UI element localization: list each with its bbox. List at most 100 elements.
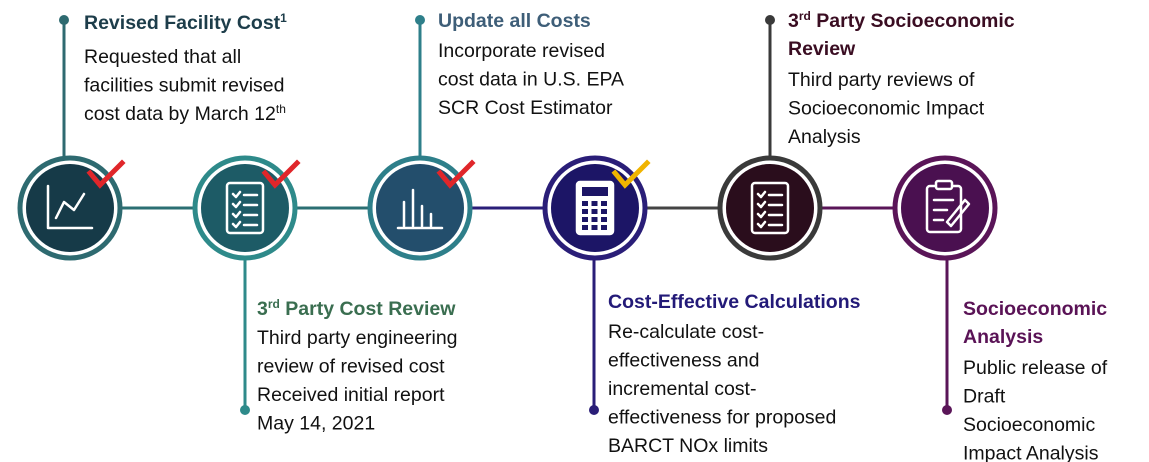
step-text: facilities submit revised [84,75,284,97]
stem-dot [589,405,599,415]
calculator-key [601,217,607,222]
icon [925,179,971,234]
icon [575,180,615,236]
calculator-key [591,209,598,214]
step-title: Socioeconomic [963,298,1107,320]
text-run: Party Cost Review [280,298,456,320]
step-text: May 14, 2021 [257,413,375,435]
chart-icon [46,184,94,230]
calculator-key [591,217,598,222]
text-run: Party Socioeconomic [811,10,1015,32]
text-run: effectiveness for proposed [608,407,836,429]
checklist-row [756,220,784,229]
step-title: Analysis [963,326,1043,348]
step: Cost-Effective Calculations Re-calculate … [542,155,861,457]
step-text: SCR Cost Estimator [438,97,613,119]
text-run: facilities submit revised [84,75,284,97]
text-run: Socioeconomic [963,414,1095,436]
bars-icon [396,188,444,230]
text-run: cost data by March 12 [84,103,276,125]
superscript: rd [799,9,811,23]
text-run: incremental cost- [608,378,756,400]
checklist-row [231,210,259,219]
stem-dot [942,405,952,415]
clipboard-lines [932,198,971,228]
step-text: Third party reviews of [788,69,975,91]
text-run: Third party reviews of [788,69,975,91]
step-title: Update all Costs [438,10,591,32]
calculator-key [601,225,607,230]
text-run: Analysis [788,126,861,148]
clipboard-clip [934,179,954,191]
text-run: Incorporate revised [438,40,605,62]
step: Update all Costs Incorporate revised cost … [367,10,624,261]
step: Revised Facility Cost1 Requested that all… [17,11,287,261]
text-run: Requested that all [84,46,241,68]
text-run: BARCT NOx limits [608,435,768,457]
text-run: Impact Analysis [963,443,1099,462]
icon-bg [901,164,989,252]
text-run: Public release of [963,357,1108,379]
step: Socioeconomic Analysis Public release of Dr… [892,155,1108,462]
calculator-key [601,201,607,206]
checklist-row [231,220,259,229]
checkmark [261,159,301,189]
step-text: incremental cost- [608,378,756,400]
text-run: Draft [963,386,1006,408]
text-run: cost data in U.S. EPA [438,69,624,91]
calculator-key [582,225,588,230]
text-run: 3 [788,10,799,32]
text-run: May 14, 2021 [257,413,375,435]
step-text: effectiveness and [608,350,759,372]
icon [46,184,94,230]
text-run: Revised Facility Cost [84,12,281,34]
step-text: review of revised cost [257,356,445,378]
step-title: 3rd Party Socioeconomic [788,9,1015,32]
step-text: Received initial report [257,384,445,406]
stem-dot [59,15,69,25]
text-run: Cost-Effective Calculations [608,291,861,313]
calculator-key [582,201,588,206]
superscript: 1 [280,11,287,25]
calculator-key [582,209,588,214]
checklist-row [756,190,784,199]
checklist-row [231,190,259,199]
icon [225,181,265,235]
step-title: 3rd Party Cost Review [257,297,456,320]
step-text: BARCT NOx limits [608,435,768,457]
icon [750,181,790,235]
text-run: effectiveness and [608,350,759,372]
text-run: Re-calculate cost- [608,321,764,343]
step-text: effectiveness for proposed [608,407,836,429]
calculator-key [591,201,598,206]
text-run: Socioeconomic Impact [788,98,985,120]
step-title: Cost-Effective Calculations [608,291,861,313]
checkmark [86,159,126,189]
checklist-row [231,200,259,209]
step-text: cost data in U.S. EPA [438,69,624,91]
step-text: Impact Analysis [963,443,1099,462]
checkmark [611,159,651,189]
step-text: Incorporate revised [438,40,605,62]
text-run: review of revised cost [257,356,445,378]
text-run: Socioeconomic [963,298,1107,320]
step-text: Re-calculate cost- [608,321,764,343]
checklist-icon [225,181,265,235]
icon-bg [376,164,464,252]
icon-bg [726,164,814,252]
text-run: Update all Costs [438,10,591,32]
icon [396,188,444,230]
stem-dot [240,405,250,415]
step-text: Draft [963,386,1006,408]
checklist-row [756,210,784,219]
step-title: Revised Facility Cost1 [84,11,287,34]
superscript: rd [268,297,280,311]
step-text: Socioeconomic [963,414,1095,436]
checklist-icon [750,181,790,235]
calculator-key [582,217,588,222]
text-run: Review [788,38,856,60]
step: 3rd Party Socioeconomic Review Third party… [717,9,1015,261]
step-text: Third party engineering [257,327,458,349]
checklist-row [756,200,784,209]
